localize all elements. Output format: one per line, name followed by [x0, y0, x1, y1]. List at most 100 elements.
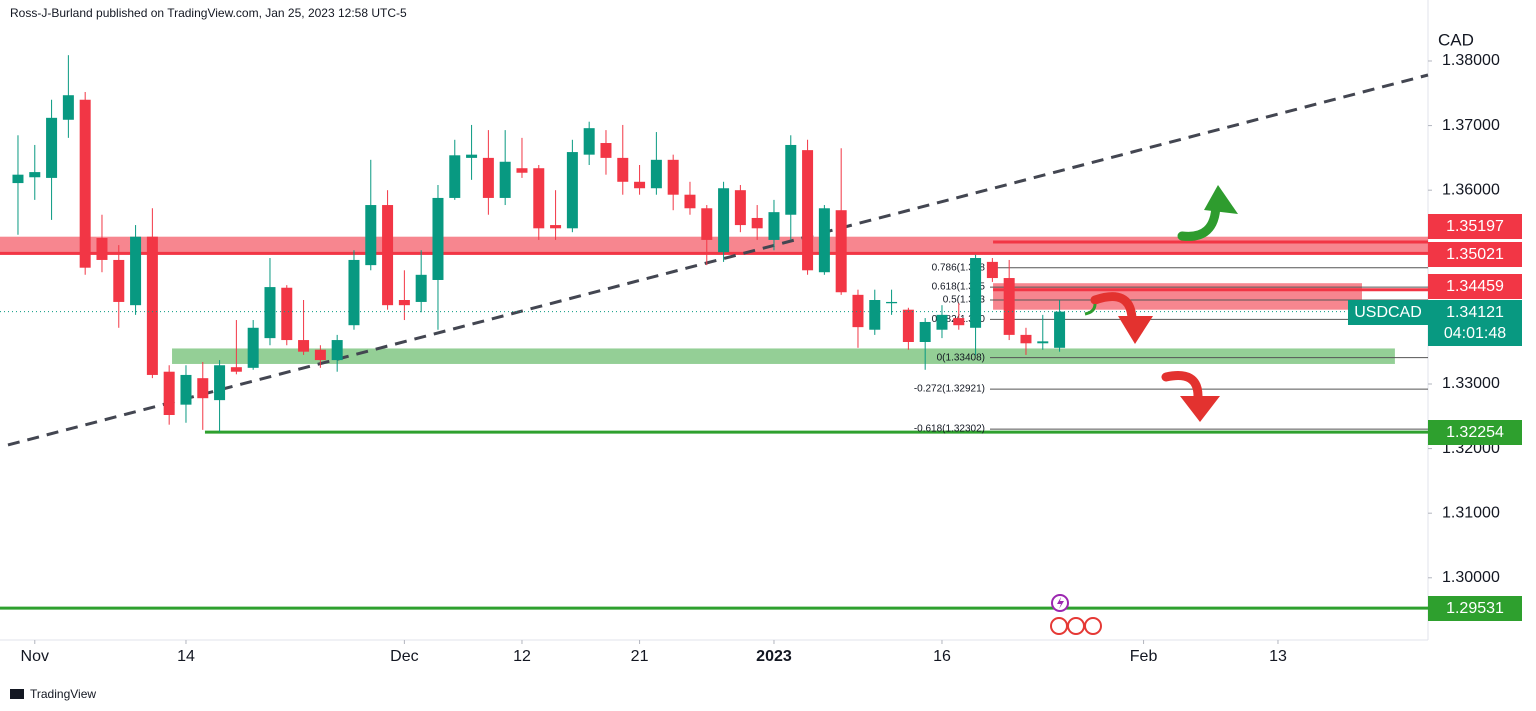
candle-body [1020, 334, 1032, 344]
candle-body [331, 340, 343, 361]
arrow-head [1118, 316, 1153, 344]
price-label: 1.32254 [1446, 424, 1504, 441]
candle-body [802, 150, 814, 271]
y-tick-label: 1.30000 [1442, 569, 1500, 586]
candle-body [751, 217, 763, 229]
x-tick-label: 2023 [756, 648, 792, 665]
candle-body [62, 95, 74, 120]
x-tick-label: 21 [631, 648, 649, 665]
symbol-box [1348, 300, 1428, 325]
candle-body [566, 152, 578, 229]
candle-body [970, 258, 982, 328]
y-tick-label: 1.38000 [1442, 52, 1500, 69]
flag-icon [1084, 617, 1102, 635]
candle-body [79, 99, 91, 268]
y-tick-label: 1.33000 [1442, 375, 1500, 392]
candle-body [718, 188, 730, 253]
arrow-down [1161, 371, 1203, 401]
candle-body [29, 172, 41, 178]
candle-body [516, 168, 528, 173]
candle-body [936, 314, 948, 330]
fib-label: -0.272(1.32921) [914, 384, 985, 395]
price-label-box [1428, 420, 1522, 445]
arrows [1084, 185, 1238, 422]
candle-body [835, 210, 847, 293]
price-label-box [1428, 214, 1522, 239]
candle-body [482, 157, 494, 198]
price-label: 1.35021 [1446, 246, 1504, 263]
candle-body [953, 318, 965, 326]
brand-logo [10, 689, 24, 699]
candle-body [449, 155, 461, 198]
candle-body [667, 159, 679, 195]
candle-body [146, 236, 158, 375]
candle-body [96, 237, 108, 260]
y-tick-label: 1.31000 [1442, 504, 1500, 521]
candle-body [180, 374, 192, 405]
x-tick-label: 13 [1269, 648, 1287, 665]
price-label-box [1428, 300, 1522, 346]
candle-body [533, 168, 545, 229]
x-tick-label: 12 [513, 648, 531, 665]
plot: 0.786(1.3480.618(1.3450.5(1.3430.382(1.3… [0, 55, 1429, 610]
y-tick-label: 1.36000 [1442, 181, 1500, 198]
flag-icon [1050, 617, 1068, 635]
candle-body [734, 190, 746, 226]
candle-body [12, 174, 24, 184]
candle-body [919, 321, 931, 342]
price-label-box [1428, 242, 1522, 267]
candle-body [886, 301, 898, 304]
fib-label: -0.618(1.32302) [914, 424, 985, 435]
candle-body [550, 225, 562, 229]
candle-body [768, 212, 780, 240]
candle-body [247, 327, 259, 368]
countdown: 04:01:48 [1444, 325, 1506, 342]
x-tick-label: Dec [390, 648, 418, 665]
small-arrow [1084, 303, 1097, 316]
candle-body [298, 340, 310, 352]
candle-body [113, 259, 125, 302]
candle-body [650, 159, 662, 189]
currency: CAD [1438, 30, 1474, 49]
fib-label: 0(1.33408) [937, 352, 985, 363]
candle-body [365, 205, 377, 266]
x-tick-label: Nov [21, 648, 49, 665]
price-label-box [1428, 596, 1522, 621]
flag-icon [1067, 617, 1085, 635]
candle-body [264, 287, 276, 339]
candle-body [415, 274, 427, 302]
candle-body [46, 117, 58, 178]
arrow-down [1090, 292, 1137, 323]
trendline [7, 73, 1429, 447]
candle-body [785, 144, 797, 215]
candle-body [499, 161, 511, 198]
candle-body [869, 300, 881, 330]
price-label-box [1428, 274, 1522, 299]
candle-body [130, 236, 142, 306]
brand: TradingView [30, 687, 96, 701]
price-label: 1.34121 [1446, 304, 1504, 321]
candle-body [902, 309, 914, 342]
candle-body [466, 154, 478, 158]
symbol: USDCAD [1354, 304, 1422, 321]
candle-body [634, 181, 646, 189]
candle-body [348, 259, 360, 326]
candle-body [818, 208, 830, 273]
candle-body [314, 349, 326, 361]
event-icon [1057, 597, 1064, 609]
price-label: 1.34459 [1446, 278, 1504, 295]
fib-label: 0.786(1.348 [932, 262, 986, 273]
candle-body [1003, 278, 1015, 335]
candle-body [163, 371, 175, 415]
x-tick-label: 16 [933, 648, 951, 665]
fib-label: 0.618(1.345 [932, 282, 986, 293]
candle-body [583, 128, 595, 155]
candle-body [684, 194, 696, 209]
candle-body [197, 378, 209, 399]
zone [172, 348, 1395, 364]
price-label: 1.35197 [1446, 218, 1504, 235]
y-tick-label: 1.37000 [1442, 117, 1500, 134]
candle-body [1037, 341, 1049, 344]
zone [993, 283, 1362, 310]
